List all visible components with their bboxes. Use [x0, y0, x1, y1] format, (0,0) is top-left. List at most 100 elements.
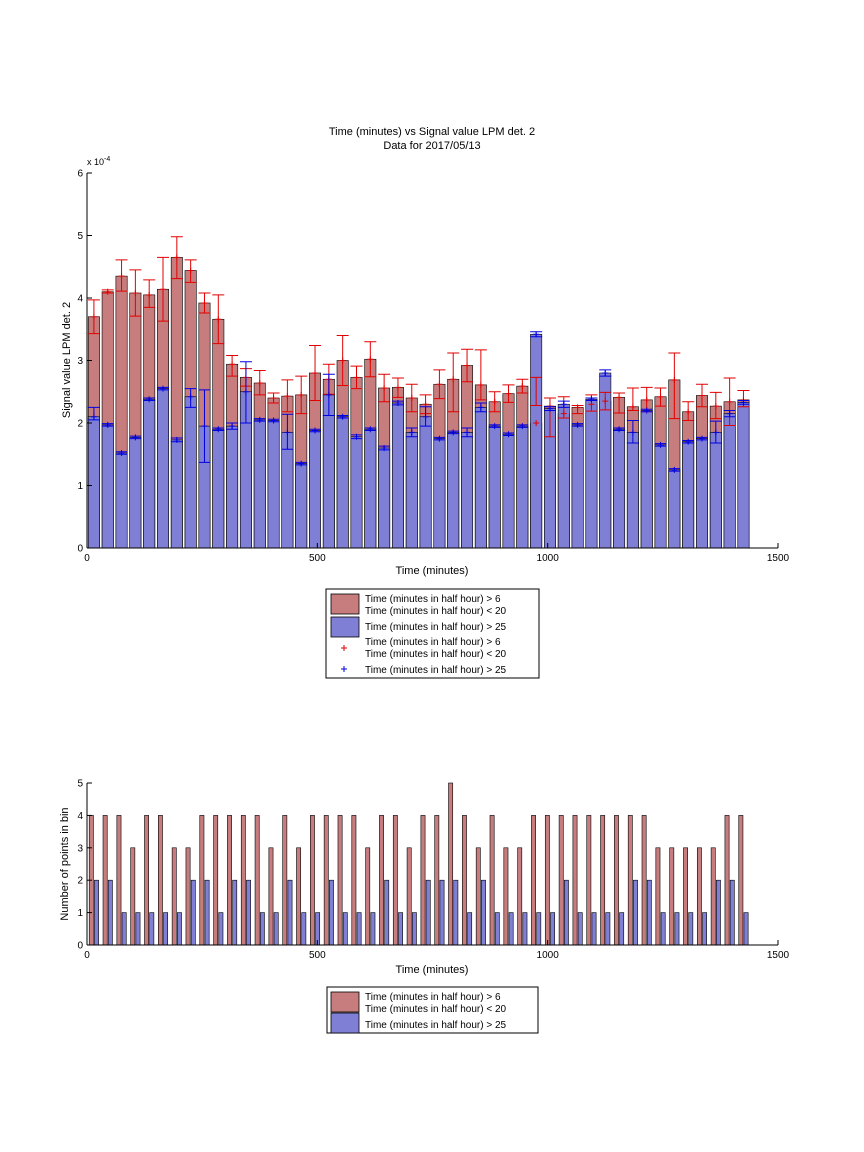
bar-upper: [448, 782, 454, 946]
bar-lower: [107, 879, 113, 946]
signal-chart: Time (minutes) vs Signal value LPM det. …: [61, 126, 790, 679]
bar-lower: [508, 912, 514, 946]
bar-upper: [614, 815, 619, 946]
errorbar-upper: [212, 294, 225, 345]
errorbar-lower: [322, 373, 335, 416]
errorbar-lower: [530, 331, 543, 338]
errorbar-lower: [502, 431, 515, 438]
bar-upper: [392, 815, 398, 946]
bar-upper: [351, 815, 357, 946]
bar-lower: [467, 912, 473, 946]
bar-upper: [683, 847, 688, 946]
bar-lower: [190, 879, 196, 946]
legend-marker-upper-err: [341, 645, 347, 651]
bar-lower: [129, 437, 142, 549]
errorbar-upper: [253, 370, 266, 396]
y-tick-label: 0: [77, 941, 83, 952]
bar-upper: [254, 815, 260, 946]
bar-upper: [572, 815, 578, 946]
bar-lower: [295, 463, 308, 549]
bar-lower: [135, 912, 141, 946]
errorbar-upper: [226, 355, 239, 377]
errorbar-upper: [695, 383, 708, 408]
y-exponent-base: x 10: [87, 157, 104, 167]
bar-lower: [633, 879, 638, 946]
bar-lower: [646, 879, 652, 946]
bar-lower: [605, 912, 611, 946]
errorbar-upper: [626, 387, 639, 411]
y-tick-label: 2: [77, 876, 83, 887]
errorbar-lower: [723, 410, 736, 418]
errorbar-lower: [281, 413, 294, 450]
bar-upper: [227, 815, 232, 946]
errorbar-upper: [391, 377, 404, 398]
y-tick-label: 1: [77, 908, 83, 919]
errorbar-lower: [115, 450, 128, 456]
bar-upper: [116, 815, 122, 946]
errorbar-lower: [654, 441, 667, 448]
legend-label-upper-err-1: Time (minutes in half hour) > 6: [365, 637, 501, 648]
bar-lower: [212, 428, 225, 549]
bar-upper: [503, 847, 509, 946]
bar-lower: [378, 447, 391, 549]
errorbar-lower: [516, 423, 529, 430]
bar-lower: [143, 398, 156, 549]
errorbar-upper: [198, 292, 211, 314]
bar-upper: [696, 847, 702, 946]
bar-lower: [364, 428, 377, 549]
errorbar-lower: [405, 427, 418, 438]
bar-lower: [419, 416, 432, 549]
errorbar-upper: [654, 387, 667, 407]
errorbar-upper: [723, 377, 736, 426]
errorbar-upper: [447, 352, 460, 413]
y-tick-label: 6: [77, 169, 83, 180]
errorbar-lower: [626, 420, 639, 444]
bar-lower: [177, 912, 182, 946]
bar-upper: [268, 847, 274, 946]
signal-plot-area: 0 500 1000 1500 0 1 2 3 4 5 6: [77, 169, 789, 565]
bar-lower: [682, 441, 695, 549]
bar-lower: [101, 424, 114, 549]
bar-lower: [550, 912, 555, 946]
errorbar-lower: [613, 426, 626, 433]
bar-lower: [356, 912, 362, 946]
bar-lower: [571, 424, 584, 549]
errorbar-upper: [267, 392, 280, 404]
errorbar-lower: [267, 417, 280, 424]
bar-lower: [287, 879, 293, 946]
bar-upper: [337, 815, 343, 946]
bar-lower: [494, 912, 500, 946]
bar-lower: [516, 425, 529, 549]
y-axis-label-2: Number of points in bin: [59, 807, 71, 920]
x-tick-label: 0: [84, 950, 90, 961]
bar-lower: [433, 438, 446, 549]
bar-lower: [157, 388, 169, 549]
errorbar-lower: [709, 420, 722, 444]
bar-lower: [350, 436, 363, 549]
legend-label-upper-err-2: Time (minutes in half hour) < 20: [365, 649, 507, 660]
y-tick-label: 3: [77, 356, 83, 367]
errorbar-lower: [157, 385, 170, 392]
errorbar-lower: [695, 435, 708, 442]
bar-lower: [170, 439, 183, 549]
bar-lower: [488, 425, 501, 549]
bar-lower: [322, 394, 335, 549]
bar-lower: [591, 912, 597, 946]
legend-swatch-upper: [330, 593, 360, 615]
bar-lower: [729, 879, 735, 946]
errorbar-lower: [474, 402, 487, 413]
errorbar-upper: [378, 373, 391, 403]
bar-upper: [544, 815, 550, 946]
errorbar-upper: [157, 256, 170, 322]
legend-label-lower-err: Time (minutes in half hour) > 25: [365, 665, 507, 676]
bar-lower: [660, 912, 666, 946]
errorbar-upper: [571, 404, 584, 415]
errorbar-lower: [419, 406, 432, 427]
legend2-label-lower: Time (minutes in half hour) > 25: [365, 1020, 507, 1031]
bar-lower: [522, 912, 528, 946]
bar-upper: [144, 815, 149, 946]
bar-lower: [447, 432, 460, 549]
bar-upper: [420, 815, 426, 946]
bar-upper: [710, 847, 716, 946]
y-tick-label: 0: [77, 544, 83, 555]
